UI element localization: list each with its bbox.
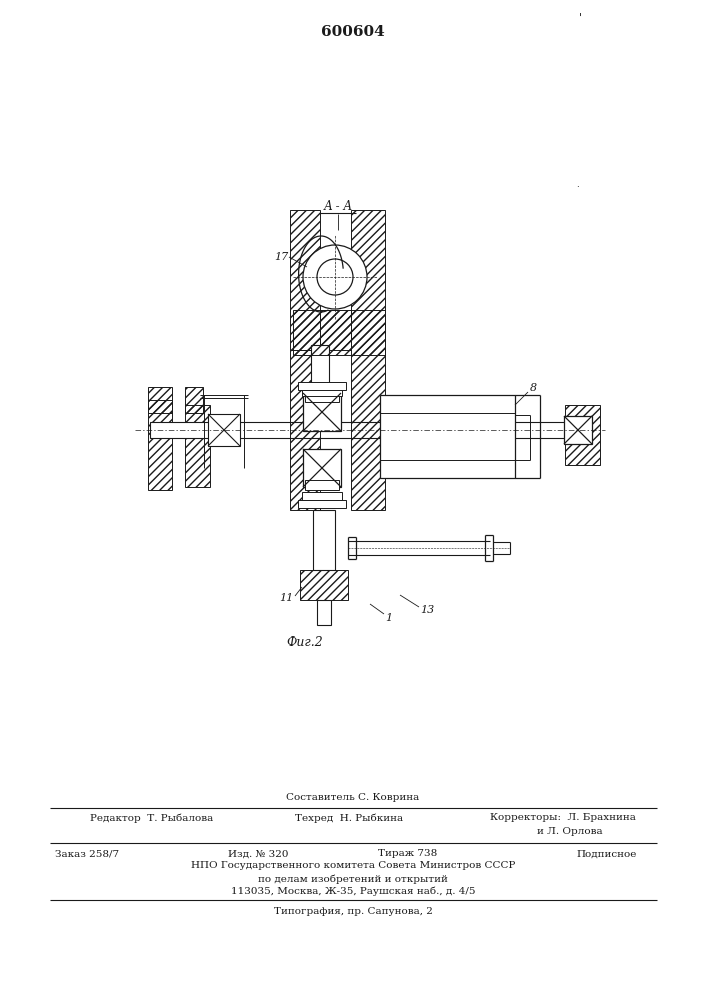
Polygon shape: [380, 395, 515, 478]
Polygon shape: [302, 492, 342, 500]
Polygon shape: [303, 449, 341, 487]
Circle shape: [317, 259, 353, 295]
Text: Корректоры:  Л. Брахнина: Корректоры: Л. Брахнина: [490, 814, 636, 822]
Text: Типография, пр. Сапунова, 2: Типография, пр. Сапунова, 2: [274, 908, 433, 916]
Polygon shape: [208, 414, 240, 446]
Text: Фиг.2: Фиг.2: [286, 636, 323, 648]
Polygon shape: [313, 510, 335, 570]
Polygon shape: [317, 600, 331, 625]
Text: 113035, Москва, Ж-35, Раушская наб., д. 4/5: 113035, Москва, Ж-35, Раушская наб., д. …: [230, 886, 475, 896]
Text: ': ': [578, 13, 582, 23]
Polygon shape: [303, 393, 341, 431]
Text: А - А: А - А: [323, 200, 353, 214]
Text: НПО Государственного комитета Совета Министров СССР: НПО Государственного комитета Совета Мин…: [191, 861, 515, 870]
Text: Тираж 738: Тираж 738: [378, 850, 437, 858]
Polygon shape: [302, 388, 342, 396]
Text: Техред  Н. Рыбкина: Техред Н. Рыбкина: [295, 813, 403, 823]
Text: Изд. № 320: Изд. № 320: [228, 850, 288, 858]
Text: Заказ 258/7: Заказ 258/7: [55, 850, 119, 858]
Text: .: .: [577, 181, 579, 189]
Text: по делам изобретений и открытий: по делам изобретений и открытий: [258, 874, 448, 884]
Polygon shape: [298, 500, 346, 508]
Text: 13: 13: [420, 605, 434, 615]
Polygon shape: [564, 416, 592, 444]
Text: 1: 1: [385, 613, 392, 623]
Text: Подписное: Подписное: [576, 850, 636, 858]
Polygon shape: [305, 392, 339, 402]
Text: Составитель С. Коврина: Составитель С. Коврина: [286, 794, 420, 802]
Text: 17: 17: [274, 252, 288, 262]
Text: Редактор  Т. Рыбалова: Редактор Т. Рыбалова: [90, 813, 214, 823]
Text: 600604: 600604: [321, 25, 385, 39]
Polygon shape: [150, 422, 590, 438]
Text: 11: 11: [279, 593, 293, 603]
Polygon shape: [311, 345, 329, 400]
Text: 8: 8: [530, 383, 537, 393]
Text: и Л. Орлова: и Л. Орлова: [537, 828, 602, 836]
Circle shape: [303, 245, 367, 309]
Polygon shape: [305, 480, 339, 490]
Polygon shape: [298, 382, 346, 390]
